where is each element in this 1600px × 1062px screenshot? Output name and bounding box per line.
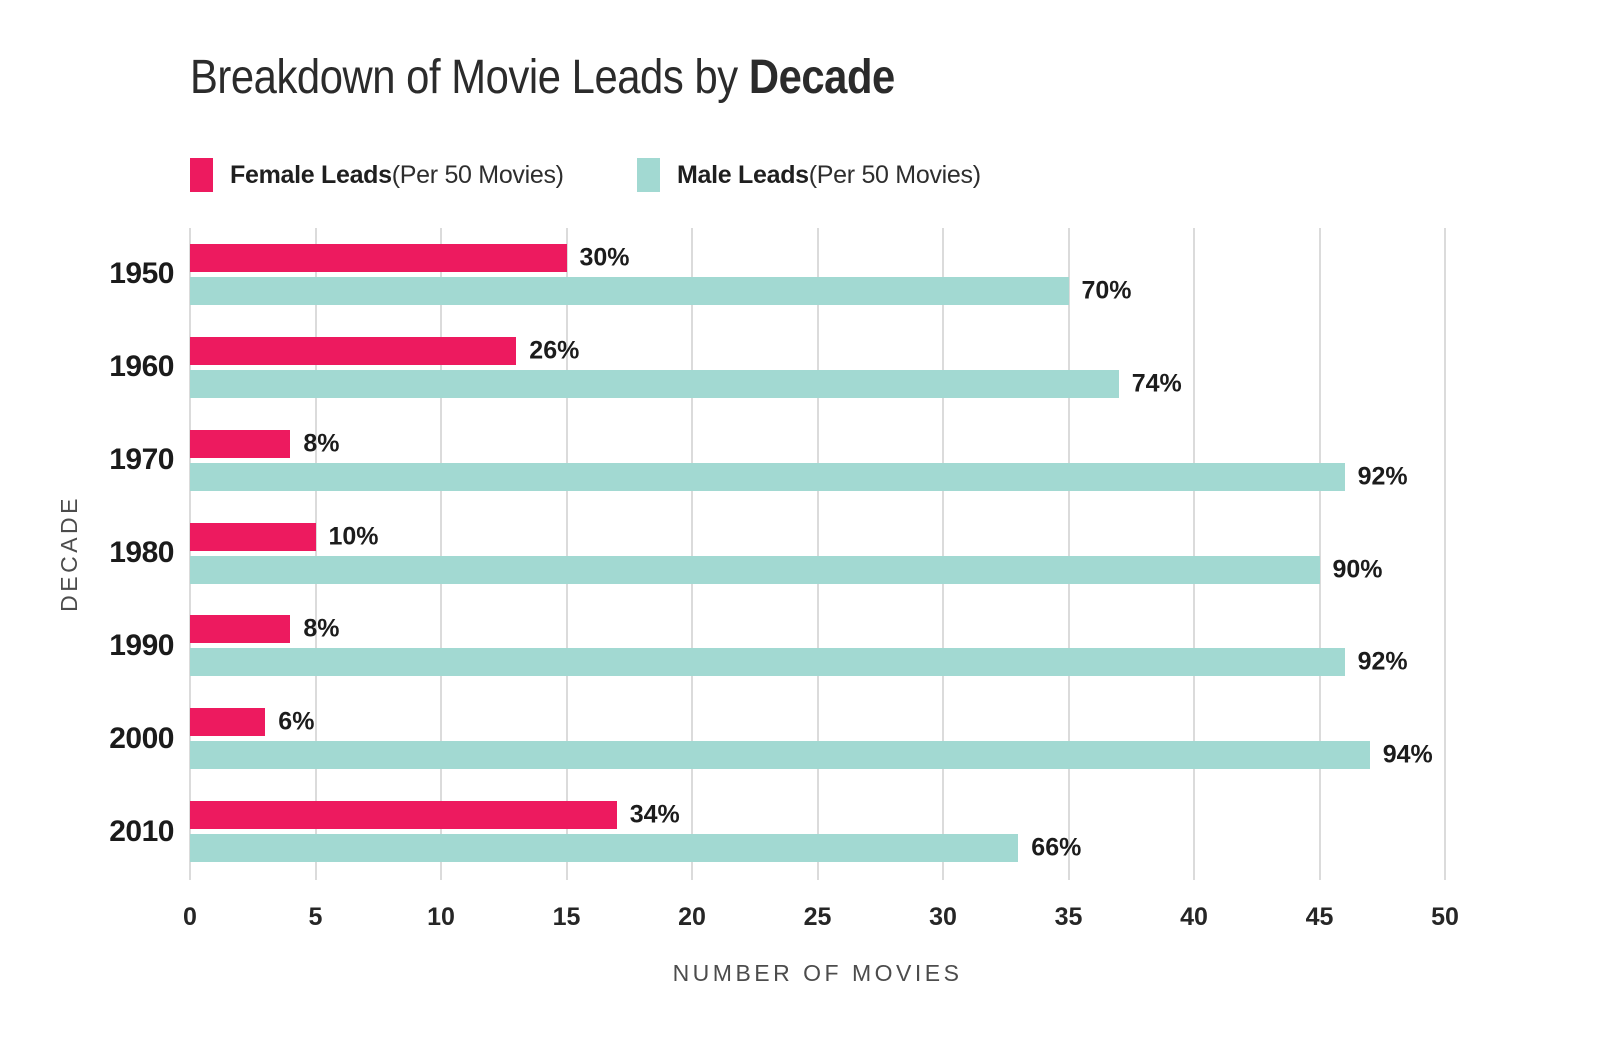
plot-area: 1950 30% 70% 1960 26% 74% 1970 8% 92% 1980 10% 90% 1… [109, 228, 1446, 880]
male-legend-label: Male Leads [677, 160, 809, 189]
male-bar-2000: 94% [190, 741, 1433, 770]
female-legend-suffix: (Per 50 Movies) [391, 160, 564, 189]
female-bar-value-label-1960: 26% [529, 336, 580, 365]
bar-group-1960: 1960 26% 74% [109, 321, 1445, 414]
x-tick-30: 30 [929, 903, 957, 931]
x-tick-50: 50 [1431, 903, 1459, 931]
y-axis-title: DECADE [55, 494, 82, 612]
female-bar-2010: 34% [190, 801, 680, 830]
male-bar-value-label-1980: 90% [1332, 555, 1383, 583]
decade-label-2000: 2000 [109, 721, 174, 755]
male-bar-value-label-2000: 94% [1382, 740, 1433, 769]
decade-label-1960: 1960 [109, 350, 174, 384]
decade-label-1950: 1950 [109, 257, 174, 291]
female-bar-value-label-2000: 6% [278, 707, 315, 736]
female-bar-1970: 8% [190, 429, 340, 458]
decade-label-1990: 1990 [109, 628, 174, 662]
bar-group-2010: 2010 34% 66% [109, 785, 1445, 878]
bar-group-1980: 1980 10% 90% [109, 507, 1445, 600]
male-bar-1970: 92% [190, 462, 1408, 491]
gridline-50 [1444, 228, 1446, 880]
gridline-0 [189, 228, 191, 880]
male-bar-1960: 74% [190, 369, 1182, 398]
x-tick-35: 35 [1054, 903, 1083, 931]
x-axis-title: NUMBER OF MOVIES [672, 960, 963, 986]
male-bar-value-label-1990: 92% [1357, 647, 1408, 676]
female-bar-1980: 10% [190, 522, 379, 551]
bar-group-1990: 1990 8% 92% [109, 599, 1445, 692]
x-tick-20: 20 [678, 903, 706, 931]
male-bar-value-label-1970: 92% [1357, 462, 1408, 491]
female-bar-value-label-1990: 8% [303, 614, 340, 643]
decade-label-1980: 1980 [109, 536, 174, 569]
female-bar-value-label-1980: 10% [328, 522, 379, 550]
male-bar-value-label-2010: 66% [1031, 833, 1082, 862]
decade-label-2010: 2010 [109, 814, 174, 848]
legend-item-female: Female Leads (Per 50 Movies) [190, 158, 564, 192]
gridline-35 [1067, 228, 1070, 880]
chart-title: Breakdown of Movie Leads by Decade [190, 51, 895, 105]
gridline-30 [942, 228, 944, 880]
bar-rows: 1950 30% 70% 1960 26% 74% 1970 8% 92% 1980 10% 90% 1… [109, 228, 1445, 878]
chart-title-bold: Decade [748, 51, 895, 104]
x-tick-10: 10 [427, 903, 455, 931]
x-tick-40: 40 [1180, 903, 1208, 931]
x-tick-45: 45 [1305, 903, 1334, 931]
bar-group-1970: 1970 8% 92% [109, 414, 1445, 507]
female-bar-1990: 8% [190, 615, 340, 644]
male-legend-swatch [637, 158, 660, 192]
gridline-25 [816, 228, 819, 880]
female-bar-2000: 6% [190, 708, 314, 737]
gridline-45 [1318, 228, 1321, 880]
chart-title-regular: Breakdown of Movie Leads by [190, 51, 749, 104]
x-tick-15: 15 [552, 903, 581, 931]
female-bar-value-label-2010: 34% [629, 800, 680, 829]
gridlines [189, 228, 1446, 880]
x-tick-25: 25 [803, 903, 832, 931]
bar-group-1950: 1950 30% 70% [109, 228, 1445, 321]
male-bar-value-label-1950: 70% [1081, 276, 1132, 305]
male-bar-2010: 66% [190, 834, 1081, 863]
male-bar-1990: 92% [190, 648, 1408, 677]
bar-group-2000: 2000 6% 94% [109, 692, 1445, 785]
gridline-5 [314, 228, 317, 880]
gridline-40 [1193, 228, 1195, 880]
female-bar-1960: 26% [190, 336, 579, 365]
gridline-20 [691, 228, 693, 880]
x-tick-5: 5 [308, 903, 323, 931]
x-axis-ticks: 0 5 10 15 20 25 30 35 40 45 50 [183, 903, 1459, 935]
male-bar-value-label-1960: 74% [1131, 369, 1182, 398]
x-tick-0: 0 [183, 903, 197, 931]
female-bar-value-label-1950: 30% [579, 243, 630, 272]
male-bar-1980: 90% [190, 555, 1383, 584]
female-bar-1950: 30% [190, 243, 630, 272]
decade-label-1970: 1970 [109, 443, 174, 477]
gridline-15 [565, 228, 568, 880]
female-legend-label: Female Leads [230, 160, 392, 189]
male-bar-1950: 70% [190, 276, 1132, 305]
legend-item-male: Male Leads (Per 50 Movies) [637, 158, 981, 192]
gridline-10 [440, 228, 442, 880]
female-legend-swatch [190, 158, 213, 192]
female-bar-value-label-1970: 8% [303, 429, 340, 458]
male-legend-suffix: (Per 50 Movies) [808, 160, 981, 189]
